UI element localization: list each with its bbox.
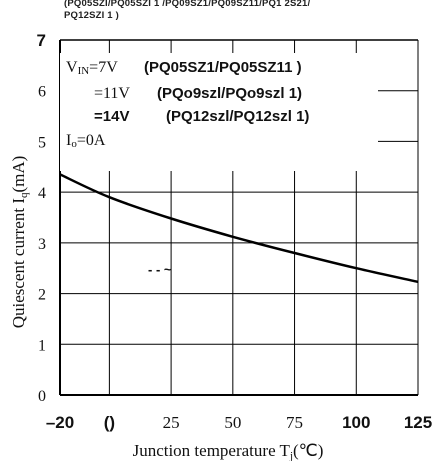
x-tick-label: 50 bbox=[224, 413, 241, 432]
quiescent-current-curve bbox=[59, 173, 419, 284]
y-axis-title: Quiescent current Iq(mA) bbox=[9, 156, 30, 329]
vin-condition-2: =11V bbox=[94, 85, 130, 102]
x-tick-label: () bbox=[104, 413, 115, 432]
legend-box-background bbox=[60, 53, 378, 171]
x-tick-label: 25 bbox=[163, 413, 180, 432]
x-tick-label: –20 bbox=[46, 413, 74, 432]
x-tick-label: 75 bbox=[286, 413, 303, 432]
model-header-line1: (PQ05SZI/PQ05SZI 1 /PQ09SZ1/PQ09SZ11/PQ1… bbox=[64, 0, 311, 9]
x-tick-labels: –20 () 25 50 75 100 125 bbox=[46, 413, 432, 432]
y-tick-label: 1 bbox=[38, 337, 46, 354]
model-header-line2: PQ12SZI 1 ) bbox=[64, 10, 119, 21]
io-condition: Io=0A bbox=[66, 132, 106, 150]
y-tick-label: 6 bbox=[38, 84, 46, 101]
vin-condition-3-parts: (PQ12szl/PQ12szl 1) bbox=[166, 108, 309, 125]
y-tick-label: 7 bbox=[37, 31, 46, 50]
y-tick-label: 2 bbox=[38, 287, 46, 304]
vin-condition-3: =14V bbox=[94, 108, 129, 125]
x-axis-title: Junction temperature Tj(℃) bbox=[133, 441, 324, 461]
x-tick-label: 125 bbox=[404, 413, 432, 432]
y-tick-label: 5 bbox=[38, 134, 46, 151]
y-tick-labels: 0 1 2 3 4 5 6 7 bbox=[37, 31, 46, 405]
vin-condition-1: VIN=7V bbox=[66, 59, 118, 77]
y-tick-label: 4 bbox=[38, 185, 46, 202]
y-tick-label: 0 bbox=[38, 388, 46, 405]
dash-annotation: - - ~ bbox=[148, 262, 172, 277]
x-tick-label: 100 bbox=[342, 413, 370, 432]
vin-condition-2-parts: (PQo9szl/PQo9szl 1) bbox=[157, 85, 302, 102]
vin-condition-1-parts: (PQ05SZ1/PQ05SZ11 ) bbox=[144, 59, 302, 76]
y-tick-label: 3 bbox=[38, 236, 46, 253]
series-layer bbox=[59, 173, 419, 284]
